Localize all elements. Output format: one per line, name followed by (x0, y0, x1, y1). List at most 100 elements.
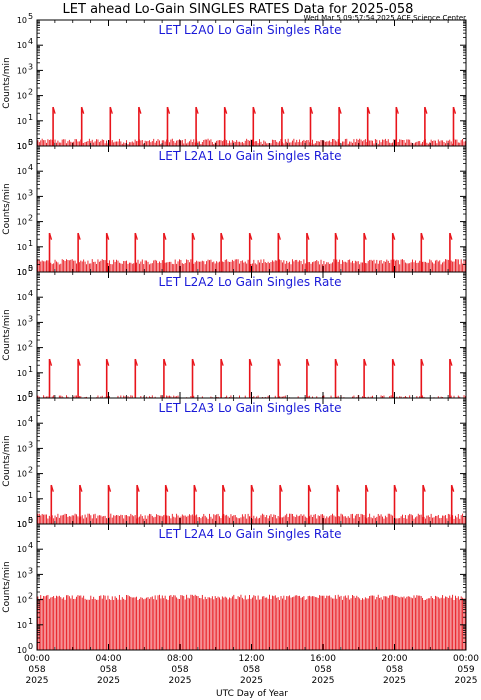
y-tick-exponent: 4 (28, 415, 33, 424)
data-spike-tail (222, 484, 226, 492)
data-spike-tail (191, 358, 196, 366)
x-axis-label: UTC Day of Year (216, 689, 288, 699)
y-tick-label: 10 (17, 192, 27, 201)
x-tick-label: 20:00 (382, 654, 408, 664)
data-spike-tail (249, 232, 253, 240)
panel-label: LET L2A2 Lo Gain Singles Rate (159, 275, 342, 289)
y-tick-label: 10 (17, 470, 27, 479)
y-tick-label: 10 (17, 142, 27, 151)
y-tick-exponent: 2 (28, 88, 33, 97)
y-tick-exponent: 0 (28, 642, 33, 651)
y-tick-label: 10 (17, 545, 27, 554)
x-tick-label: 2025 (455, 676, 478, 686)
panel-label: LET L2A1 Lo Gain Singles Rate (159, 149, 342, 163)
y-tick-label: 10 (17, 444, 27, 453)
y-axis-label: Counts/min (2, 183, 12, 234)
data-spike-tail (52, 106, 56, 114)
y-axis-label: Counts/min (2, 435, 12, 486)
data-spike-tail (336, 484, 340, 492)
y-tick-exponent: 1 (28, 239, 33, 248)
panel-label: LET L2A3 Lo Gain Singles Rate (159, 401, 342, 415)
x-tick-label: 058 (100, 665, 117, 675)
y-tick-exponent: 0 (28, 138, 33, 147)
data-spike-tail (449, 232, 453, 240)
x-tick-label: 2025 (240, 676, 263, 686)
x-tick-label: 058 (171, 665, 188, 675)
x-tick-label: 12:00 (239, 654, 265, 664)
data-spike-tail (81, 106, 85, 114)
y-tick-label: 10 (17, 495, 27, 504)
y-tick-exponent: 5 (28, 12, 33, 21)
data-spike-tail (279, 484, 283, 492)
data-spike-tail (109, 106, 113, 114)
y-tick-exponent: 4 (28, 289, 33, 298)
y-tick-label: 10 (17, 520, 27, 529)
data-spike-tail (166, 106, 171, 114)
y-tick-label: 10 (17, 167, 27, 176)
data-spike-tail (367, 106, 371, 114)
x-tick-label: 00:00 (24, 654, 50, 664)
panel-data-1 (37, 232, 466, 272)
y-tick-exponent: 4 (28, 541, 33, 550)
y-tick-exponent: 3 (28, 314, 33, 323)
y-tick-exponent: 3 (28, 62, 33, 71)
y-tick-label: 10 (17, 268, 27, 277)
x-tick-label: 058 (243, 665, 260, 675)
x-tick-label: 2025 (97, 676, 120, 686)
y-tick-label: 10 (17, 293, 27, 302)
data-spike-tail (451, 484, 455, 492)
y-tick-label: 10 (17, 318, 27, 327)
data-spike-tail (220, 232, 224, 240)
data-spike-tail (424, 106, 428, 114)
data-spike-tail (193, 484, 197, 492)
data-spike-tail (309, 106, 314, 114)
y-tick-exponent: 2 (28, 466, 33, 475)
data-spike-tail (50, 484, 54, 492)
panel-frame (36, 523, 467, 651)
y-tick-label: 10 (17, 66, 27, 75)
y-tick-exponent: 1 (28, 617, 33, 626)
panel-label: LET L2A4 Lo Gain Singles Rate (159, 527, 342, 541)
data-spike-tail (107, 484, 112, 492)
y-tick-exponent: 2 (28, 214, 33, 223)
y-tick-exponent: 5 (28, 390, 33, 399)
y-tick-exponent: 3 (28, 566, 33, 575)
generation-timestamp: Wed Mar 5 09:57:54 2025 ACE Science Cent… (304, 14, 467, 22)
y-tick-label: 10 (17, 394, 27, 403)
y-tick-label: 10 (17, 344, 27, 353)
y-tick-exponent: 1 (28, 365, 33, 374)
data-spike-tail (365, 484, 369, 492)
data-spike-tail (281, 106, 285, 114)
y-tick-label: 10 (17, 570, 27, 579)
data-spike-tail (395, 106, 399, 114)
y-tick-label: 10 (17, 218, 27, 227)
y-tick-exponent: 0 (28, 264, 33, 273)
data-spike-tail (106, 232, 110, 240)
y-tick-label: 10 (17, 41, 27, 50)
data-spike-tail (422, 484, 426, 492)
y-tick-exponent: 3 (28, 188, 33, 197)
data-spike-tail (392, 232, 396, 240)
data-spike-tail (165, 484, 169, 492)
y-tick-exponent: 4 (28, 163, 33, 172)
y-tick-label: 10 (17, 621, 27, 630)
panel-data-4 (37, 594, 466, 650)
data-spike-tail (420, 358, 424, 366)
data-spike-tail (134, 232, 138, 240)
chart-title: LET ahead Lo-Gain SINGLES RATES Data for… (63, 2, 414, 17)
data-spike-tail (392, 358, 396, 366)
y-tick-exponent: 4 (28, 37, 33, 46)
y-tick-label: 10 (17, 16, 27, 25)
data-spike-tail (338, 106, 342, 114)
data-spike-tail (163, 358, 167, 366)
data-spike-tail (308, 484, 312, 492)
y-tick-label: 10 (17, 369, 27, 378)
data-spike-tail (77, 358, 81, 366)
panel-frame (36, 271, 467, 399)
x-tick-label: 00:00 (453, 654, 479, 664)
data-spike-tail (77, 232, 81, 240)
